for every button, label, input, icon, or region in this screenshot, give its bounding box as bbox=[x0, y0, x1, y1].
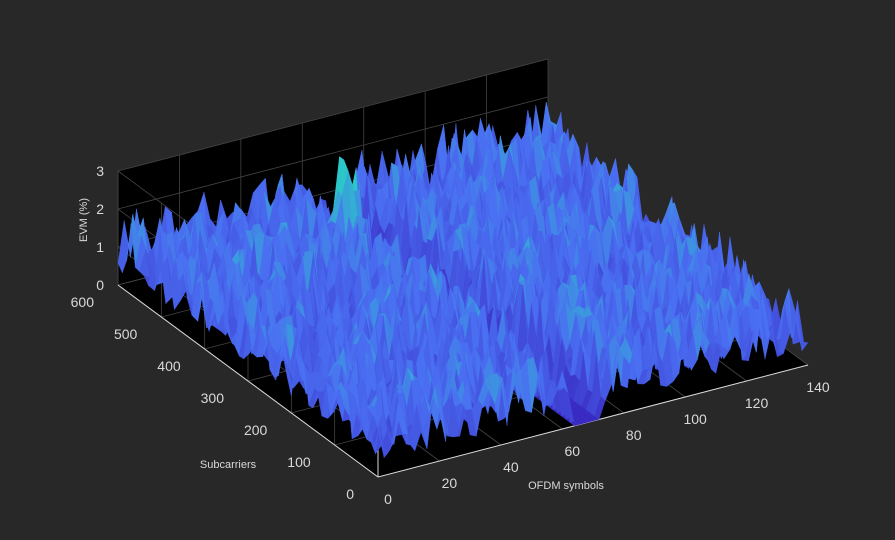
y-tick-label: 200 bbox=[244, 422, 268, 438]
x-tick-label: 60 bbox=[564, 443, 580, 459]
grid-line-z-back bbox=[117, 96, 549, 210]
x-tick-label: 120 bbox=[745, 395, 769, 411]
evm-surface bbox=[117, 102, 809, 459]
x-tick-label: 0 bbox=[384, 491, 392, 507]
x-tick-label: 100 bbox=[683, 411, 707, 427]
tick-labels: 0204060801001201400100200300400500600012… bbox=[71, 163, 830, 507]
surface-patch bbox=[797, 300, 809, 352]
y-tick-label: 600 bbox=[71, 294, 95, 310]
z-axis-label: EVM (%) bbox=[78, 198, 90, 242]
x-tick-label: 140 bbox=[806, 379, 830, 395]
x-tick-label: 40 bbox=[503, 459, 519, 475]
z-tick-label: 0 bbox=[96, 277, 104, 293]
z-tick-label: 2 bbox=[96, 201, 104, 217]
y-tick-label: 100 bbox=[287, 454, 311, 470]
y-tick-label: 300 bbox=[201, 390, 225, 406]
z-tick-label: 1 bbox=[96, 239, 104, 255]
z-tick-label: 3 bbox=[96, 163, 104, 179]
y-axis-line bbox=[117, 284, 379, 478]
y-tick-label: 500 bbox=[114, 326, 138, 342]
grid-line-z-back bbox=[117, 58, 549, 172]
y-tick-label: 400 bbox=[157, 358, 181, 374]
x-axis-label: OFDM symbols bbox=[528, 480, 604, 492]
x-tick-label: 20 bbox=[442, 475, 458, 491]
x-tick-label: 80 bbox=[626, 427, 642, 443]
y-axis-label: Subcarriers bbox=[200, 459, 257, 471]
y-tick-label: 0 bbox=[346, 486, 354, 502]
